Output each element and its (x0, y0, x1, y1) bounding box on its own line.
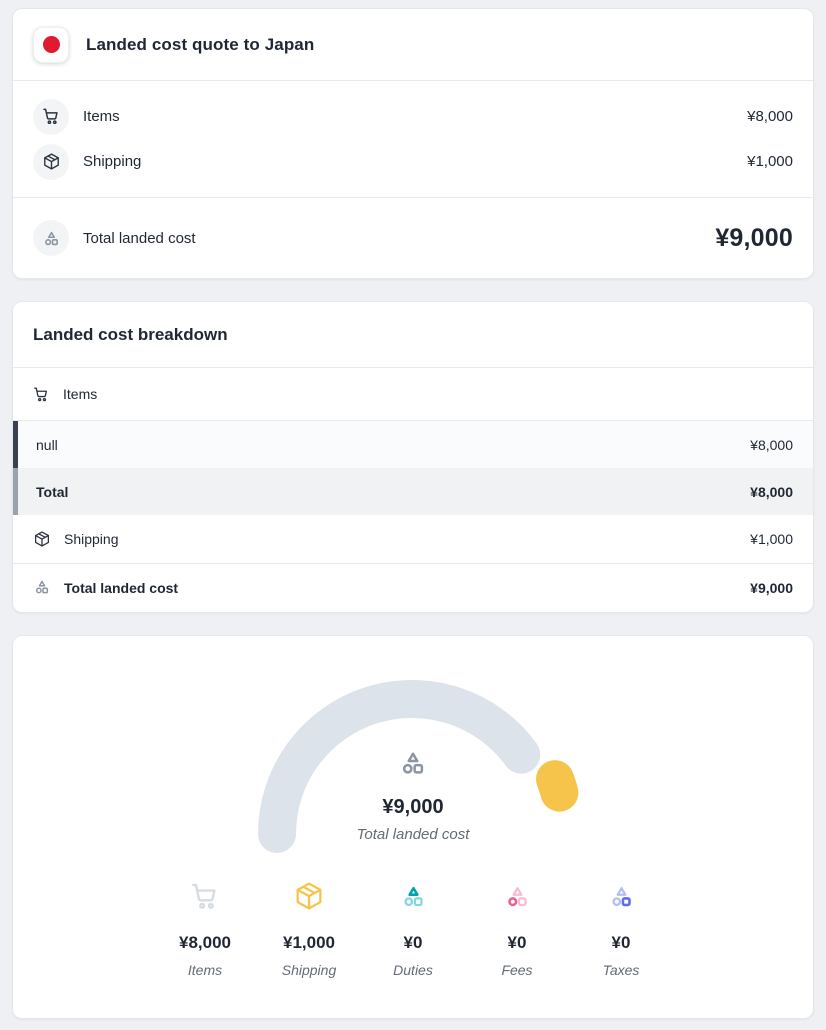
stat-shipping: ¥1,000 Shipping (257, 879, 361, 978)
breakdown-shipping-value: ¥1,000 (750, 531, 793, 547)
box-icon (34, 531, 50, 547)
breakdown-row-total-landed-cost: Total landed cost ¥9,000 (13, 564, 813, 612)
stat-shipping-label: Shipping (281, 962, 337, 978)
stat-fees: ¥0 Fees (465, 879, 569, 978)
breakdown-card-title: Landed cost breakdown (33, 324, 228, 344)
stat-items-label: Items (187, 962, 223, 978)
japan-flag-icon (33, 26, 69, 63)
quote-card-header: Landed cost quote to Japan (13, 9, 813, 80)
breakdown-row-null: null ¥8,000 (13, 421, 813, 468)
breakdown-row-shipping: Shipping ¥1,000 (13, 515, 813, 563)
box-icon (33, 143, 69, 180)
stat-shipping-value: ¥1,000 (283, 933, 335, 952)
landed-cost-gauge: ¥9,000 Total landed cost (13, 680, 813, 865)
quote-items-label: Items (83, 108, 120, 125)
breakdown-total-label: Total (36, 483, 69, 500)
gauge-legend: ¥8,000 Items ¥1,000 Shipping ¥0 Duties (13, 879, 813, 978)
quote-row-shipping: Shipping ¥1,000 (13, 139, 813, 184)
divider (13, 197, 813, 198)
breakdown-null-value: ¥8,000 (750, 436, 793, 453)
quote-total-row: Total landed cost ¥9,000 (13, 198, 813, 278)
quote-card-title: Landed cost quote to Japan (86, 34, 315, 54)
shapes-icon (398, 748, 428, 783)
breakdown-items-header-label: Items (63, 386, 98, 402)
cart-icon (34, 387, 48, 401)
quote-total-value: ¥9,000 (715, 223, 793, 252)
box-icon (257, 879, 361, 913)
divider (13, 563, 813, 564)
breakdown-total-value: ¥8,000 (750, 483, 793, 500)
stat-items-value: ¥8,000 (179, 933, 231, 952)
gauge-arc-items[interactable] (258, 680, 541, 853)
stat-taxes-label: Taxes (602, 962, 640, 978)
shapes-triangle-icon (361, 879, 465, 913)
quote-rows: Items ¥8,000 Shipping ¥1,000 (13, 81, 813, 197)
breakdown-card-header: Landed cost breakdown (13, 302, 813, 367)
stat-items: ¥8,000 Items (153, 879, 257, 978)
breakdown-items-header: Items (13, 368, 813, 420)
divider (13, 367, 813, 368)
gauge-slice-shipping[interactable] (536, 760, 579, 812)
shapes-icon (33, 220, 69, 256)
japan-flag-dot (42, 36, 60, 53)
stat-duties-value: ¥0 (403, 933, 423, 952)
quote-items-value: ¥8,000 (747, 108, 793, 125)
cart-icon (33, 98, 69, 135)
stat-fees-value: ¥0 (507, 933, 527, 952)
divider (13, 420, 813, 421)
quote-shipping-label: Shipping (83, 153, 142, 170)
breakdown-grand-value: ¥9,000 (750, 580, 793, 596)
quote-row-items: Items ¥8,000 (13, 94, 813, 139)
stat-fees-label: Fees (501, 962, 533, 978)
gauge-center: ¥9,000 Total landed cost (13, 748, 813, 843)
shapes-circle-icon (465, 879, 569, 913)
stat-duties-label: Duties (393, 962, 433, 978)
quote-card: Landed cost quote to Japan Items ¥8,000 … (12, 8, 814, 279)
divider (13, 80, 813, 81)
shapes-square-icon (569, 879, 673, 913)
stat-taxes: ¥0 Taxes (569, 879, 673, 978)
breakdown-grand-label: Total landed cost (64, 580, 179, 596)
quote-total-label: Total landed cost (83, 229, 196, 247)
quote-shipping-value: ¥1,000 (747, 153, 793, 170)
stat-taxes-value: ¥0 (611, 933, 631, 952)
shapes-icon (33, 578, 51, 599)
breakdown-card: Landed cost breakdown Items null ¥8,000 … (12, 301, 814, 613)
breakdown-null-label: null (36, 436, 58, 453)
gauge-total-label: Total landed cost (356, 826, 470, 843)
gauge-total-value: ¥9,000 (382, 796, 444, 818)
gauge-card: ¥9,000 Total landed cost ¥8,000 Items ¥1… (12, 635, 814, 1019)
stat-duties: ¥0 Duties (361, 879, 465, 978)
breakdown-shipping-label: Shipping (64, 531, 119, 547)
cart-icon (153, 879, 257, 913)
breakdown-row-total: Total ¥8,000 (13, 468, 813, 515)
